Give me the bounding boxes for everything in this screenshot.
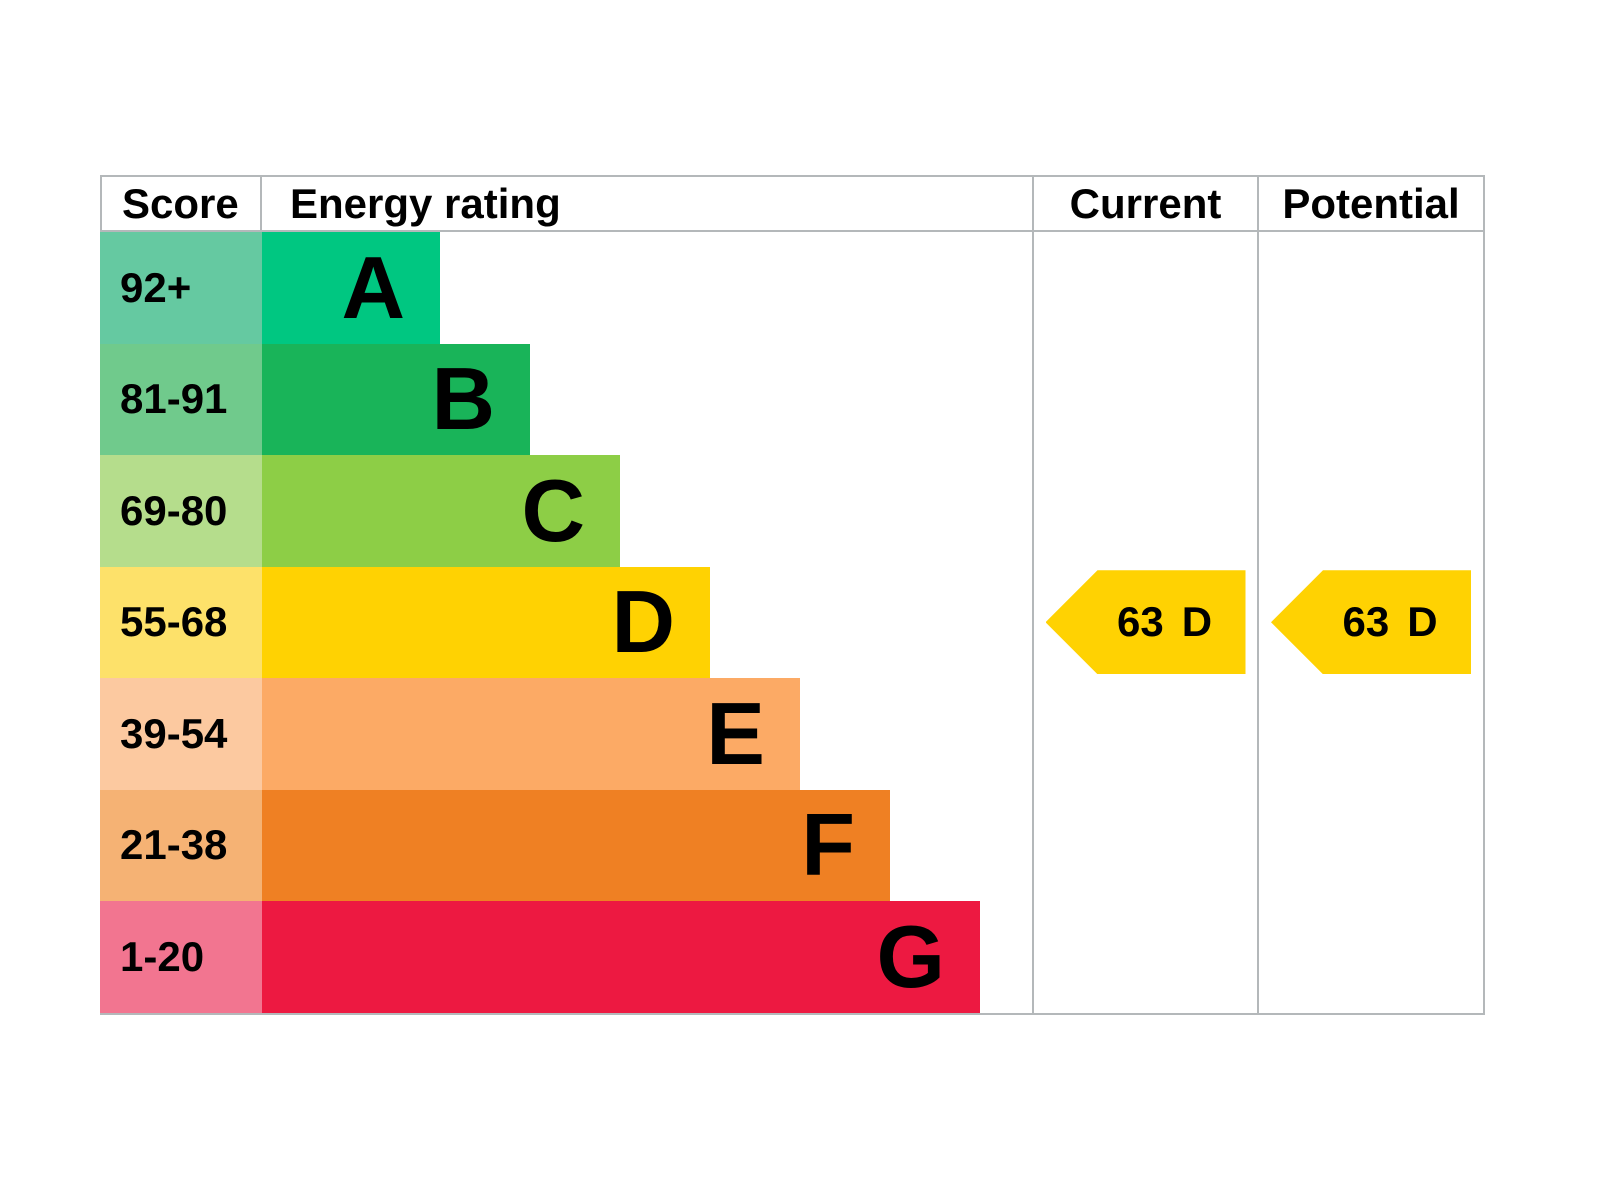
band-letter: B: [431, 349, 495, 449]
band-bar: C: [262, 455, 620, 567]
band-letter: G: [876, 906, 945, 1006]
header-row: Score Energy rating Current Potential: [100, 175, 1485, 232]
band-score-cell: 92+: [100, 232, 262, 344]
current-cell: 63 D: [1032, 566, 1257, 678]
epc-rating-table: Score Energy rating Current Potential 92…: [100, 175, 1485, 1015]
band-score-cell: 1-20: [100, 901, 262, 1013]
band-letter: E: [706, 683, 765, 783]
band-bar-area: A: [262, 232, 1032, 344]
band-bar-area: E: [262, 678, 1032, 790]
potential-rating-letter: D: [1407, 598, 1438, 646]
band-row-g: 1-20 G: [100, 901, 1485, 1013]
potential-cell: [1257, 232, 1485, 344]
potential-rating-value: 63: [1342, 598, 1390, 646]
band-letter: C: [521, 460, 585, 560]
current-rating-value: 63: [1116, 598, 1164, 646]
band-score-cell: 55-68: [100, 566, 262, 678]
band-row-a: 92+ A: [100, 232, 1485, 344]
band-bar-area: D: [262, 566, 1032, 678]
current-cell: [1032, 343, 1257, 455]
potential-cell: 63 D: [1257, 566, 1485, 678]
potential-cell: [1257, 343, 1485, 455]
band-rows: 92+ A 81-91 B 69-80 C: [100, 232, 1485, 1015]
band-row-f: 21-38 F: [100, 789, 1485, 901]
band-bar: D: [262, 566, 710, 678]
energy-rating-column-header: Energy rating: [262, 175, 1032, 232]
band-score-cell: 69-80: [100, 455, 262, 567]
current-cell: [1032, 232, 1257, 344]
band-bar: G: [262, 901, 980, 1013]
band-bar-area: F: [262, 789, 1032, 901]
current-cell: [1032, 678, 1257, 790]
band-bar-area: C: [262, 455, 1032, 567]
band-row-b: 81-91 B: [100, 343, 1485, 455]
potential-cell: [1257, 455, 1485, 567]
current-cell: [1032, 455, 1257, 567]
band-bar: E: [262, 678, 800, 790]
band-bar: A: [262, 232, 440, 344]
band-score-cell: 81-91: [100, 343, 262, 455]
score-column-header: Score: [100, 175, 262, 232]
potential-cell: [1257, 901, 1485, 1013]
band-row-d: 55-68 D 63 D 63 D: [100, 566, 1485, 678]
band-row-e: 39-54 E: [100, 678, 1485, 790]
current-rating-arrow: 63 D: [1045, 570, 1246, 675]
potential-rating-arrow: 63 D: [1271, 570, 1471, 675]
current-cell: [1032, 789, 1257, 901]
band-letter: F: [801, 795, 855, 895]
band-letter: A: [341, 237, 405, 337]
current-rating-letter: D: [1181, 598, 1213, 646]
band-bar-area: G: [262, 901, 1032, 1013]
band-score-cell: 21-38: [100, 789, 262, 901]
current-cell: [1032, 901, 1257, 1013]
band-bar: F: [262, 789, 890, 901]
band-bar: B: [262, 343, 530, 455]
band-letter: D: [611, 572, 675, 672]
potential-cell: [1257, 789, 1485, 901]
potential-cell: [1257, 678, 1485, 790]
band-row-c: 69-80 C: [100, 455, 1485, 567]
current-column-header: Current: [1032, 175, 1257, 232]
band-bar-area: B: [262, 343, 1032, 455]
potential-column-header: Potential: [1257, 175, 1485, 232]
band-score-cell: 39-54: [100, 678, 262, 790]
